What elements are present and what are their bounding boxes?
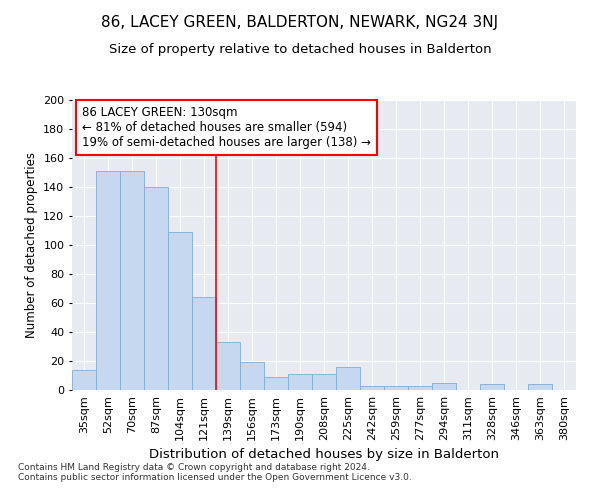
Bar [408, 386, 432, 390]
Bar [240, 362, 264, 390]
Bar [528, 384, 552, 390]
Bar [72, 370, 96, 390]
Text: Contains HM Land Registry data © Crown copyright and database right 2024.
Contai: Contains HM Land Registry data © Crown c… [18, 463, 412, 482]
Bar [192, 297, 216, 390]
Bar [288, 374, 312, 390]
Bar [168, 232, 192, 390]
Bar [480, 384, 504, 390]
Bar [264, 377, 288, 390]
Bar [360, 386, 384, 390]
Text: Size of property relative to detached houses in Balderton: Size of property relative to detached ho… [109, 42, 491, 56]
Y-axis label: Number of detached properties: Number of detached properties [25, 152, 38, 338]
Bar [144, 187, 168, 390]
Bar [384, 386, 408, 390]
Bar [432, 383, 456, 390]
Bar [216, 342, 240, 390]
X-axis label: Distribution of detached houses by size in Balderton: Distribution of detached houses by size … [149, 448, 499, 462]
Bar [336, 367, 360, 390]
Text: 86 LACEY GREEN: 130sqm
← 81% of detached houses are smaller (594)
19% of semi-de: 86 LACEY GREEN: 130sqm ← 81% of detached… [82, 106, 371, 149]
Bar [96, 171, 120, 390]
Text: 86, LACEY GREEN, BALDERTON, NEWARK, NG24 3NJ: 86, LACEY GREEN, BALDERTON, NEWARK, NG24… [101, 15, 499, 30]
Bar [312, 374, 336, 390]
Bar [120, 171, 144, 390]
